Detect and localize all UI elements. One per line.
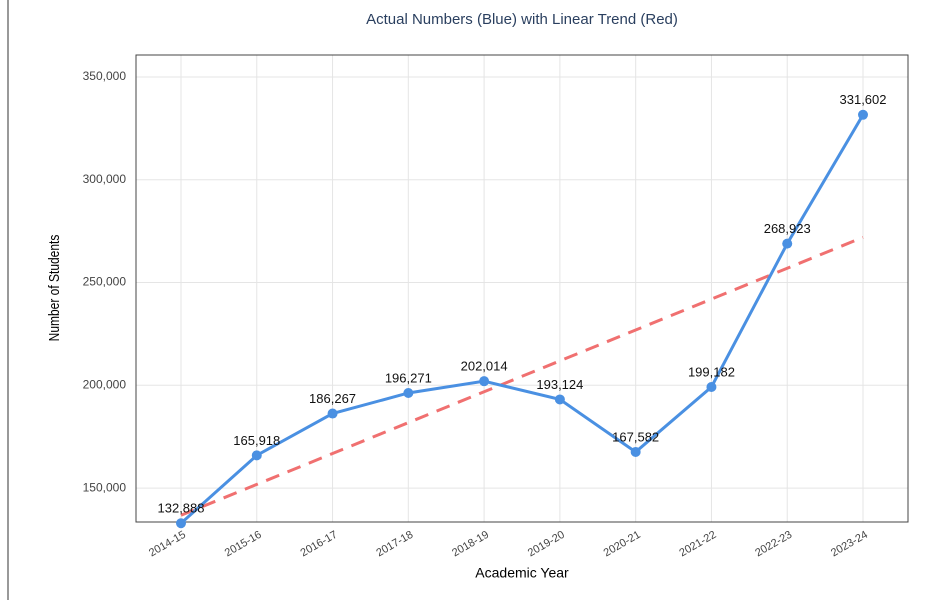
data-label: 331,602 <box>840 92 887 107</box>
data-point <box>858 109 868 120</box>
data-point <box>403 387 414 398</box>
y-tick-label: 250,000 <box>83 275 127 289</box>
data-label: 196,271 <box>385 370 432 385</box>
x-tick-label: 2020-21 <box>602 529 643 560</box>
data-point <box>327 408 338 419</box>
x-tick-label: 2017-18 <box>374 529 415 560</box>
y-axis-label: Number of Students <box>46 234 63 341</box>
x-tick-label: 2016-17 <box>299 529 340 560</box>
x-tick-label: 2015-16 <box>223 529 264 560</box>
y-tick-label: 350,000 <box>83 69 127 83</box>
data-label: 268,923 <box>764 221 811 236</box>
data-point <box>251 450 262 461</box>
data-point <box>630 446 641 457</box>
data-label: 132,888 <box>158 501 205 516</box>
y-tick-label: 150,000 <box>83 480 127 494</box>
series-line <box>180 114 865 522</box>
y-tick-label: 300,000 <box>83 172 127 186</box>
data-point <box>479 376 490 387</box>
x-tick-label: 2023-24 <box>829 529 870 560</box>
data-label: 199,182 <box>688 364 735 379</box>
data-label: 167,582 <box>612 429 659 444</box>
data-label: 193,124 <box>536 377 583 392</box>
y-tick-label: 200,000 <box>83 377 127 391</box>
x-tick-label: 2021-22 <box>677 529 718 560</box>
data-point <box>554 394 565 405</box>
data-label: 186,267 <box>309 391 356 406</box>
x-tick-label: 2022-23 <box>753 529 794 560</box>
data-point <box>176 518 186 529</box>
x-tick-label: 2014-15 <box>147 529 188 560</box>
x-tick-label: 2018-19 <box>450 529 491 560</box>
plot-frame <box>135 54 909 523</box>
x-tick-label: 2019-20 <box>526 529 567 560</box>
series-line <box>180 235 864 517</box>
x-axis-label: Academic Year <box>475 565 569 581</box>
data-point <box>782 238 793 249</box>
data-label: 165,918 <box>233 433 280 448</box>
chart-title: Actual Numbers (Blue) with Linear Trend … <box>366 11 678 28</box>
data-label: 202,014 <box>461 359 508 374</box>
data-point <box>706 381 717 392</box>
plot-area <box>136 55 908 522</box>
